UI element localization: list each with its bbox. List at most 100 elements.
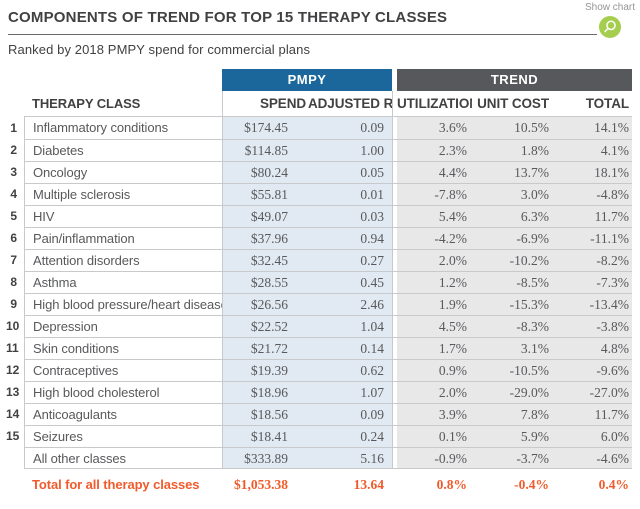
spacer-cell xyxy=(6,69,24,91)
spend-cell: $333.89 xyxy=(222,447,308,469)
therapy-class-cell: High blood pressure/heart disease xyxy=(24,293,222,315)
column-gap xyxy=(392,337,397,359)
utilization-cell: 0.9% xyxy=(397,359,472,381)
adjusted-rxs-cell: 5.16 xyxy=(308,447,392,469)
total-cell: -7.3% xyxy=(554,271,632,293)
total-cell: -3.8% xyxy=(554,315,632,337)
utilization-cell: 3.9% xyxy=(397,403,472,425)
unit-cost-cell: -8.5% xyxy=(472,271,554,293)
therapy-class-cell: Asthma xyxy=(24,271,222,293)
unit-cost-cell: 13.7% xyxy=(472,161,554,183)
therapy-class-cell: High blood cholesterol xyxy=(24,381,222,403)
total-cell: -11.1% xyxy=(554,227,632,249)
total-spend-cell: $1,053.38 xyxy=(234,477,288,492)
rank-cell: 9 xyxy=(10,297,17,311)
column-gap xyxy=(392,293,397,315)
magnifier-glyph xyxy=(604,20,616,33)
rank-cell: 14 xyxy=(6,407,20,421)
spend-cell: $22.52 xyxy=(222,315,308,337)
column-gap xyxy=(392,315,397,337)
table-body: 1 Inflammatory conditions $174.45 0.09 3… xyxy=(6,117,640,469)
rank-cell: 15 xyxy=(6,429,20,443)
total-cell: 6.0% xyxy=(554,425,632,447)
total-cell: 4.1% xyxy=(554,139,632,161)
rank-cell: 6 xyxy=(10,231,17,245)
column-gap xyxy=(392,117,397,139)
therapy-class-cell: Pain/inflammation xyxy=(24,227,222,249)
adjusted-rxs-cell: 0.09 xyxy=(308,403,392,425)
unit-cost-cell: 10.5% xyxy=(472,117,554,139)
total-cell: 11.7% xyxy=(554,403,632,425)
column-gap xyxy=(392,227,397,249)
spend-cell: $18.56 xyxy=(222,403,308,425)
unit-cost-cell: 5.9% xyxy=(472,425,554,447)
spend-cell: $18.41 xyxy=(222,425,308,447)
unit-cost-cell: -29.0% xyxy=(472,381,554,403)
column-gap xyxy=(392,381,397,403)
therapy-class-header: THERAPY CLASS xyxy=(24,91,222,117)
spacer-cell xyxy=(6,469,24,501)
total-unit-cost-cell: -0.4% xyxy=(514,477,549,492)
total-cell: 4.8% xyxy=(554,337,632,359)
unit-cost-cell: -6.9% xyxy=(472,227,554,249)
therapy-class-cell: Depression xyxy=(24,315,222,337)
table-total-row: Total for all therapy classes $1,053.38 … xyxy=(6,469,640,501)
rank-cell: 1 xyxy=(10,121,17,135)
spacer-cell xyxy=(24,69,222,91)
show-chart-label: Show chart xyxy=(584,2,636,13)
magnifier-icon[interactable] xyxy=(599,16,621,38)
column-gap xyxy=(392,91,397,117)
unit-cost-cell: 3.0% xyxy=(472,183,554,205)
utilization-cell: 1.2% xyxy=(397,271,472,293)
unit-cost-cell: -8.3% xyxy=(472,315,554,337)
adjusted-rxs-cell: 2.46 xyxy=(308,293,392,315)
utilization-cell: 1.7% xyxy=(397,337,472,359)
unit-cost-cell: 3.1% xyxy=(472,337,554,359)
spend-cell: $80.24 xyxy=(222,161,308,183)
adjusted-rxs-cell: 0.01 xyxy=(308,183,392,205)
total-cell: 18.1% xyxy=(554,161,632,183)
adjusted-rxs-header: ADJUSTED RXs xyxy=(308,91,392,117)
adjusted-rxs-cell: 0.03 xyxy=(308,205,392,227)
unit-cost-cell: -10.5% xyxy=(472,359,554,381)
page-title: COMPONENTS OF TREND FOR TOP 15 THERAPY C… xyxy=(8,0,597,35)
therapy-class-cell: Attention disorders xyxy=(24,249,222,271)
report-header: COMPONENTS OF TREND FOR TOP 15 THERAPY C… xyxy=(0,0,640,57)
utilization-cell: 3.6% xyxy=(397,117,472,139)
total-label: Total for all therapy classes xyxy=(32,477,200,492)
spend-cell: $49.07 xyxy=(222,205,308,227)
total-cell: -8.2% xyxy=(554,249,632,271)
adjusted-rxs-cell: 0.09 xyxy=(308,117,392,139)
total-cell: 14.1% xyxy=(554,117,632,139)
unit-cost-header: UNIT COST xyxy=(472,91,554,117)
column-gap xyxy=(392,139,397,161)
utilization-cell: -4.2% xyxy=(397,227,472,249)
therapy-class-cell: All other classes xyxy=(24,447,222,469)
rank-cell: 10 xyxy=(6,319,20,333)
therapy-class-cell: HIV xyxy=(24,205,222,227)
therapy-class-cell: Contraceptives xyxy=(24,359,222,381)
therapy-class-cell: Seizures xyxy=(24,425,222,447)
total-header: TOTAL xyxy=(554,91,632,117)
pmpy-group-header: PMPY xyxy=(222,69,392,91)
spacer-cell xyxy=(6,91,24,117)
trend-group-header: TREND xyxy=(397,69,632,91)
utilization-cell: 5.4% xyxy=(397,205,472,227)
page-subtitle: Ranked by 2018 PMPY spend for commercial… xyxy=(8,42,311,57)
adjusted-rxs-cell: 0.14 xyxy=(308,337,392,359)
adjusted-rxs-cell: 0.24 xyxy=(308,425,392,447)
therapy-class-cell: Oncology xyxy=(24,161,222,183)
adjusted-rxs-cell: 1.07 xyxy=(308,381,392,403)
spend-cell: $37.96 xyxy=(222,227,308,249)
spend-cell: $32.45 xyxy=(222,249,308,271)
utilization-cell: 2.0% xyxy=(397,381,472,403)
spend-cell: $114.85 xyxy=(222,139,308,161)
utilization-cell: 4.5% xyxy=(397,315,472,337)
adjusted-rxs-cell: 0.45 xyxy=(308,271,392,293)
spend-cell: $55.81 xyxy=(222,183,308,205)
utilization-cell: 1.9% xyxy=(397,293,472,315)
spend-cell: $174.45 xyxy=(222,117,308,139)
spend-header: SPEND xyxy=(222,91,308,117)
show-chart-button[interactable]: Show chart xyxy=(583,2,637,41)
total-adjusted-rxs-cell: 13.64 xyxy=(353,477,384,492)
